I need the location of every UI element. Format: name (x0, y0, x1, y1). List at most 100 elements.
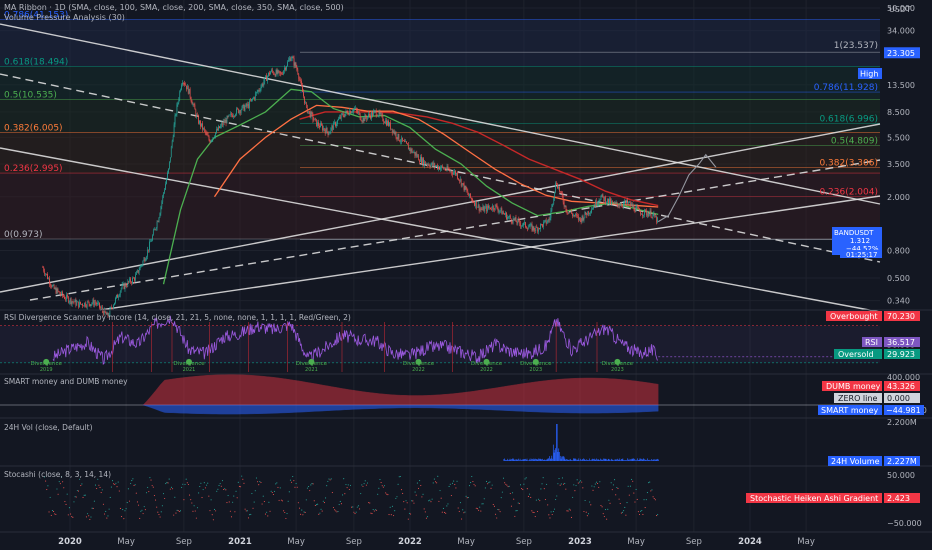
stoch-dot-505 (616, 486, 618, 489)
price-candle-625 (632, 205, 634, 207)
stoch-dot-122 (182, 483, 184, 485)
stoch-dot-60 (111, 480, 114, 482)
stoch-dot-161 (226, 502, 228, 504)
stoch-dot-520 (633, 492, 635, 494)
stoch-dot-497 (607, 508, 609, 510)
stoch-dot-539 (654, 499, 656, 501)
price-candle-138 (172, 136, 174, 141)
vol-bar-15 (515, 459, 516, 461)
price-candle-488 (503, 212, 505, 214)
price-candle-539 (551, 204, 553, 211)
price-candle-180 (212, 137, 214, 140)
price-candle-499 (513, 218, 515, 220)
vol-bar-12 (512, 458, 514, 461)
price-candle-78 (116, 294, 117, 298)
vol-bar-13 (513, 459, 515, 461)
stoch-value-box (884, 493, 920, 503)
price-candle-503 (517, 219, 519, 224)
stoch-dot-389 (484, 487, 486, 489)
price-candle-199 (230, 113, 232, 115)
stoch-dot-265 (344, 493, 346, 495)
current-countdown-box (840, 250, 882, 258)
price-candle-355 (377, 115, 379, 117)
stoch-dot-516 (628, 494, 630, 496)
price-candle-112 (148, 249, 149, 251)
stoch-dot-409 (507, 486, 509, 488)
vol-label: 24H Volume (831, 457, 880, 466)
price-candle-16 (57, 288, 59, 292)
stoch-dot-479 (586, 515, 588, 517)
stoch-dot-251 (328, 478, 330, 480)
divergence-dot-2 (308, 358, 315, 365)
vol-title: 24H Vol (close, Default) (4, 423, 93, 432)
vol-bar-127 (601, 460, 603, 461)
stoch-dot-499 (609, 502, 611, 504)
price-candle-46 (85, 306, 87, 307)
price-candle-51 (90, 304, 92, 307)
price-candle-400 (420, 156, 421, 162)
price-candle-482 (497, 208, 499, 212)
price-candle-605 (613, 202, 615, 204)
stoch-dot-328 (415, 494, 417, 496)
vol-bar-160 (627, 458, 628, 461)
price-candle-551 (562, 196, 564, 203)
stoch-dot-451 (555, 498, 557, 501)
price-candle-365 (387, 121, 388, 126)
price-tick-10: 0.340 (887, 297, 910, 306)
vol-bar-114 (591, 459, 593, 461)
price-candle-248 (276, 70, 278, 74)
price-candle-562 (573, 215, 574, 216)
price-candle-256 (284, 67, 285, 71)
price-candle-289 (315, 118, 317, 120)
price-candle-113 (149, 241, 150, 251)
stoch-dot-158 (223, 488, 225, 491)
price-candle-581 (591, 209, 592, 213)
price-candle-312 (337, 120, 338, 124)
stoch-dot-384 (479, 506, 481, 508)
stoch-dot-194 (263, 500, 265, 503)
price-candle-438 (456, 173, 457, 175)
vol-bar-176 (639, 458, 641, 461)
time-tick-3: 2021 (228, 537, 252, 547)
vol-bar-122 (597, 459, 599, 461)
price-candle-158 (191, 101, 193, 105)
stoch-dot-17 (63, 487, 65, 489)
stoch-dot-12 (57, 493, 59, 495)
stoch-dot-4 (48, 511, 50, 513)
price-candle-290 (316, 119, 318, 127)
stoch-dot-393 (489, 481, 491, 483)
current-change: −44.52% (846, 245, 879, 253)
price-candle-274 (301, 80, 302, 86)
price-candle-267 (294, 62, 296, 66)
vol-bar-174 (637, 460, 639, 461)
stoch-dot-131 (192, 510, 194, 512)
stoch-dot-377 (471, 475, 473, 478)
stoch-dot-84 (139, 517, 141, 520)
vol-bar-57 (547, 458, 549, 461)
stoch-dot-452 (556, 495, 558, 497)
vol-bar-167 (632, 458, 634, 461)
stoch-dot-263 (342, 494, 344, 496)
vol-bar-99 (580, 458, 581, 461)
stoch-dot-156 (220, 485, 222, 487)
stoch-dot-243 (319, 512, 321, 514)
vol-bar-165 (631, 459, 632, 461)
price-candle-321 (345, 110, 347, 114)
stoch-dot-378 (472, 481, 474, 483)
price-candle-568 (578, 217, 580, 220)
stoch-dot-187 (255, 477, 257, 479)
vol-bar-123 (598, 459, 600, 461)
stoch-dot-298 (381, 485, 383, 487)
stoch-dot-530 (644, 507, 646, 509)
price-candle-648 (654, 213, 656, 218)
stoch-dot-446 (549, 517, 551, 519)
price-candle-185 (217, 129, 218, 131)
price-candle-475 (491, 209, 492, 210)
time-axis[interactable]: 2020 May Sep 2021 May Sep 2022 May Sep 2023 May Sep… (58, 537, 815, 547)
price-candle-151 (185, 84, 186, 86)
price-axis[interactable]: 50.00034.00023.30513.5008.5005.5003.5002… (884, 4, 920, 306)
stoch-dot-102 (159, 516, 161, 518)
stoch-dot-215 (287, 500, 289, 502)
price-candle-42 (82, 303, 83, 306)
price-candle-211 (241, 105, 243, 110)
